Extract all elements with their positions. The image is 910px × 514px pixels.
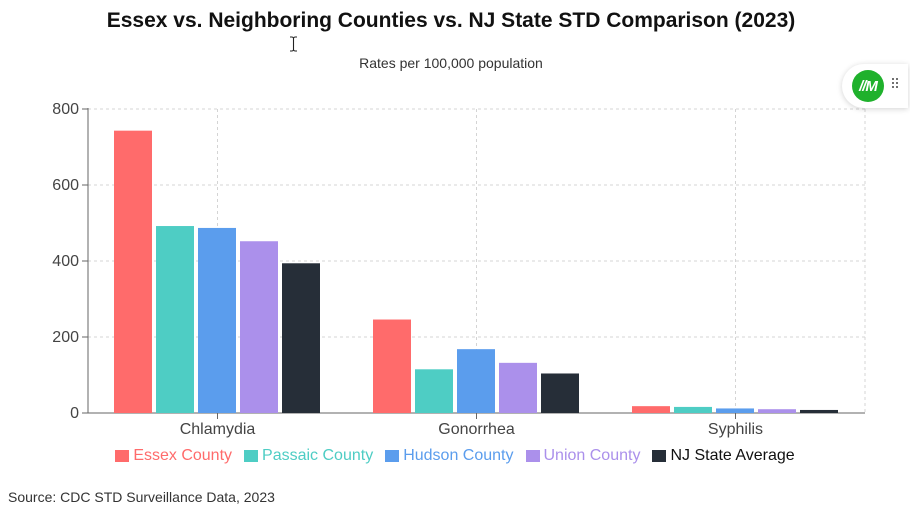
bar[interactable] <box>499 362 537 413</box>
floating-widget[interactable]: //M <box>842 64 908 108</box>
chart-title: Essex vs. Neighboring Counties vs. NJ St… <box>106 9 796 32</box>
y-tick-label: 0 <box>70 405 79 422</box>
bar[interactable] <box>674 406 712 413</box>
source-note: Source: CDC STD Surveillance Data, 2023 <box>8 489 275 505</box>
drag-grip-icon[interactable] <box>892 78 900 92</box>
bar[interactable] <box>415 369 453 413</box>
legend-item[interactable]: Union County <box>525 447 641 465</box>
chart-subtitle: Rates per 100,000 population <box>359 55 543 71</box>
m-logo-icon[interactable]: //M <box>852 70 884 102</box>
bar-chart: 0 200 400 600 800 Chlamydia Gonorrhea Syphilis <box>52 101 866 438</box>
bar[interactable] <box>457 349 495 413</box>
y-tick-label: 400 <box>52 253 79 270</box>
bar[interactable] <box>541 373 579 413</box>
bar[interactable] <box>240 241 278 413</box>
y-tick-label: 800 <box>52 101 79 118</box>
bar[interactable] <box>156 226 194 413</box>
bar[interactable] <box>373 319 411 413</box>
legend-label: Passaic County <box>262 447 374 464</box>
legend-swatch <box>244 450 259 462</box>
legend-label: Hudson County <box>403 447 514 464</box>
legend-label: Union County <box>543 447 641 464</box>
x-tick-label: Chlamydia <box>180 421 256 438</box>
bar[interactable] <box>758 409 796 413</box>
bars <box>114 130 838 413</box>
tick-labels: 0 200 400 600 800 Chlamydia Gonorrhea Syphilis <box>52 101 763 438</box>
bar[interactable] <box>800 409 838 413</box>
legend-item[interactable]: Essex County <box>115 447 232 465</box>
legend-swatch <box>525 450 540 462</box>
bar[interactable] <box>282 263 320 413</box>
x-tick-label: Gonorrhea <box>438 421 515 438</box>
x-tick-label: Syphilis <box>708 421 763 438</box>
y-tick-label: 200 <box>52 329 79 346</box>
bar[interactable] <box>198 227 236 413</box>
legend-swatch <box>652 450 667 462</box>
legend-label: Essex County <box>133 447 233 464</box>
legend-label: NJ State Average <box>670 447 795 464</box>
bar[interactable] <box>114 130 152 413</box>
bar[interactable] <box>632 406 670 413</box>
legend-swatch <box>385 450 400 462</box>
legend-item[interactable]: NJ State Average <box>652 447 795 465</box>
legend-item[interactable]: Hudson County <box>385 447 514 465</box>
text-cursor-icon <box>290 36 297 52</box>
legend: Essex County Passaic County Hudson County U… <box>0 447 910 465</box>
bar[interactable] <box>716 408 754 413</box>
legend-swatch <box>115 450 130 462</box>
y-tick-label: 600 <box>52 177 79 194</box>
legend-item[interactable]: Passaic County <box>244 447 373 465</box>
